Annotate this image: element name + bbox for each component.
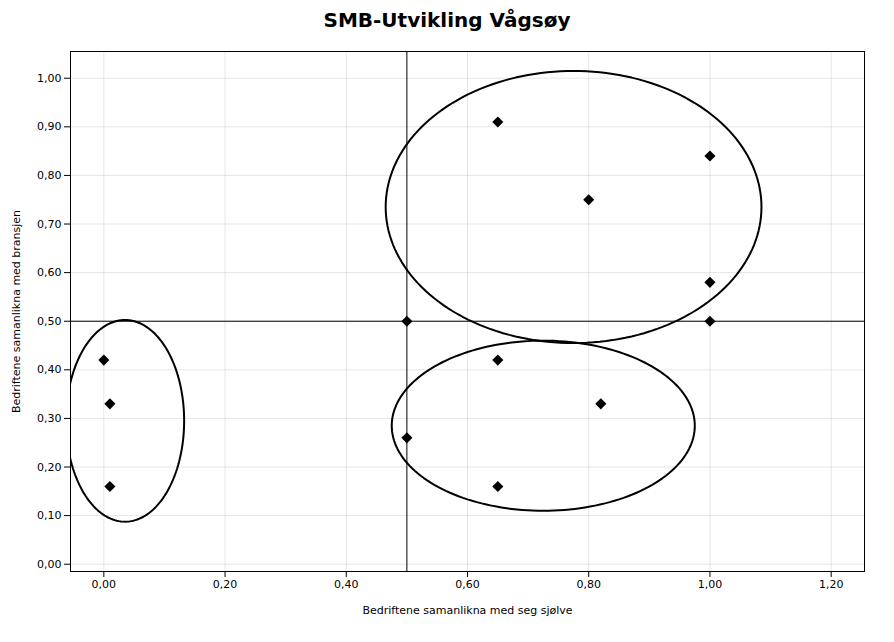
- svg-text:1,00: 1,00: [37, 72, 62, 85]
- svg-text:0,80: 0,80: [576, 578, 601, 591]
- svg-text:0,10: 0,10: [37, 509, 62, 522]
- svg-text:0,60: 0,60: [455, 578, 480, 591]
- svg-text:0,40: 0,40: [37, 363, 62, 376]
- html-text:SMB-Utvikling Vågsøy: SMB-Utvikling Vågsøy: [323, 8, 571, 32]
- svg-text:0,00: 0,00: [92, 578, 117, 591]
- svg-text:Bedriftene samanlikna med seg: Bedriftene samanlikna med seg sjølve: [362, 604, 572, 617]
- svg-text:0,20: 0,20: [213, 578, 238, 591]
- svg-text:0,30: 0,30: [37, 412, 62, 425]
- svg-text:0,50: 0,50: [37, 315, 62, 328]
- svg-text:0,20: 0,20: [37, 461, 62, 474]
- svg-text:0,60: 0,60: [37, 266, 62, 279]
- svg-text:0,00: 0,00: [37, 558, 62, 571]
- svg-text:0,40: 0,40: [334, 578, 359, 591]
- svg-text:1,00: 1,00: [698, 578, 723, 591]
- svg-text:0,70: 0,70: [37, 218, 62, 231]
- svg-text:Bedriftene samanlikna med bran: Bedriftene samanlikna med bransjen: [10, 210, 23, 413]
- svg-text:0,90: 0,90: [37, 120, 62, 133]
- svg-text:0,80: 0,80: [37, 169, 62, 182]
- svg-text:1,20: 1,20: [819, 578, 844, 591]
